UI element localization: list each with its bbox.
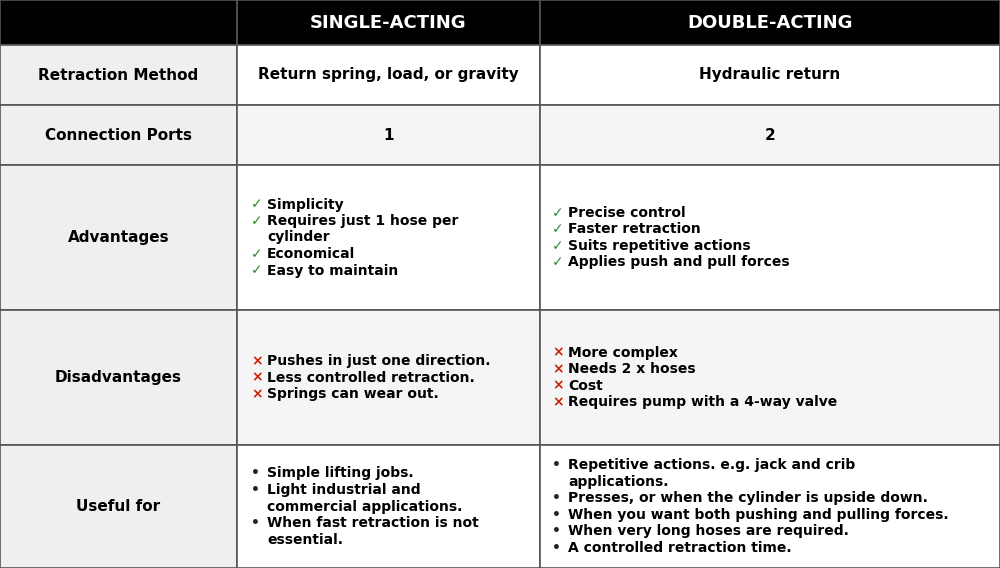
Text: essential.: essential. [267,533,343,546]
Text: Easy to maintain: Easy to maintain [267,264,398,278]
Text: Less controlled retraction.: Less controlled retraction. [267,370,475,385]
Text: 1: 1 [383,127,394,143]
Text: •: • [251,466,260,481]
Text: Disadvantages: Disadvantages [55,370,182,385]
Text: ×: × [552,346,564,360]
Text: ×: × [552,395,564,410]
Text: applications.: applications. [568,475,668,488]
Text: Pushes in just one direction.: Pushes in just one direction. [267,354,490,368]
Bar [0,45,237,105]
Text: Repetitive actions. e.g. jack and crib: Repetitive actions. e.g. jack and crib [568,458,855,472]
Bar [540,105,1000,165]
Text: •: • [251,483,260,497]
Text: A controlled retraction time.: A controlled retraction time. [568,541,792,555]
Text: •: • [552,491,561,506]
Bar [237,310,540,445]
Bar [237,105,540,165]
Text: Requires pump with a 4-way valve: Requires pump with a 4-way valve [568,395,837,410]
Bar [540,0,1000,45]
Text: •: • [552,508,561,522]
Text: •: • [251,516,260,530]
Text: Advantages: Advantages [68,230,169,245]
Text: Springs can wear out.: Springs can wear out. [267,387,439,401]
Bar [237,0,540,45]
Text: ×: × [251,370,263,385]
Text: commercial applications.: commercial applications. [267,499,462,513]
Bar [237,45,540,105]
Bar [237,165,540,310]
Text: Return spring, load, or gravity: Return spring, load, or gravity [258,68,519,82]
Text: Connection Ports: Connection Ports [45,127,192,143]
Bar [540,310,1000,445]
Text: ×: × [552,379,564,392]
Bar [0,105,237,165]
Bar [540,445,1000,568]
Text: 2: 2 [765,127,775,143]
Text: SINGLE-ACTING: SINGLE-ACTING [310,14,467,31]
Text: ✓: ✓ [251,247,263,261]
Bar [237,445,540,568]
Bar [540,45,1000,105]
Text: ×: × [552,362,564,376]
Text: Retraction Method: Retraction Method [38,68,199,82]
Bar [0,310,237,445]
Text: Needs 2 x hoses: Needs 2 x hoses [568,362,696,376]
Text: DOUBLE-ACTING: DOUBLE-ACTING [687,14,853,31]
Text: Hydraulic return: Hydraulic return [699,68,841,82]
Text: ✓: ✓ [552,206,564,220]
Text: Faster retraction: Faster retraction [568,222,701,236]
Text: ✓: ✓ [251,264,263,278]
Text: ✓: ✓ [552,239,564,253]
Bar [0,445,237,568]
Text: Cost: Cost [568,379,603,392]
Text: Useful for: Useful for [76,499,161,514]
Text: ✓: ✓ [552,255,564,269]
Text: •: • [552,524,561,538]
Text: Requires just 1 hose per: Requires just 1 hose per [267,214,458,228]
Text: More complex: More complex [568,346,678,360]
Text: Applies push and pull forces: Applies push and pull forces [568,255,790,269]
Bar [0,0,237,45]
Text: cylinder: cylinder [267,231,330,244]
Text: When fast retraction is not: When fast retraction is not [267,516,479,530]
Text: Presses, or when the cylinder is upside down.: Presses, or when the cylinder is upside … [568,491,928,506]
Bar [0,165,237,310]
Text: When you want both pushing and pulling forces.: When you want both pushing and pulling f… [568,508,949,522]
Text: ×: × [251,354,263,368]
Text: •: • [552,458,561,472]
Text: Suits repetitive actions: Suits repetitive actions [568,239,751,253]
Text: Precise control: Precise control [568,206,686,220]
Text: Simplicity: Simplicity [267,198,344,211]
Text: ✓: ✓ [251,198,263,211]
Text: Light industrial and: Light industrial and [267,483,421,497]
Text: When very long hoses are required.: When very long hoses are required. [568,524,849,538]
Text: ✓: ✓ [251,214,263,228]
Text: •: • [552,541,561,555]
Text: ×: × [251,387,263,401]
Text: ✓: ✓ [552,222,564,236]
Text: Simple lifting jobs.: Simple lifting jobs. [267,466,414,481]
Text: Economical: Economical [267,247,355,261]
Bar [540,165,1000,310]
